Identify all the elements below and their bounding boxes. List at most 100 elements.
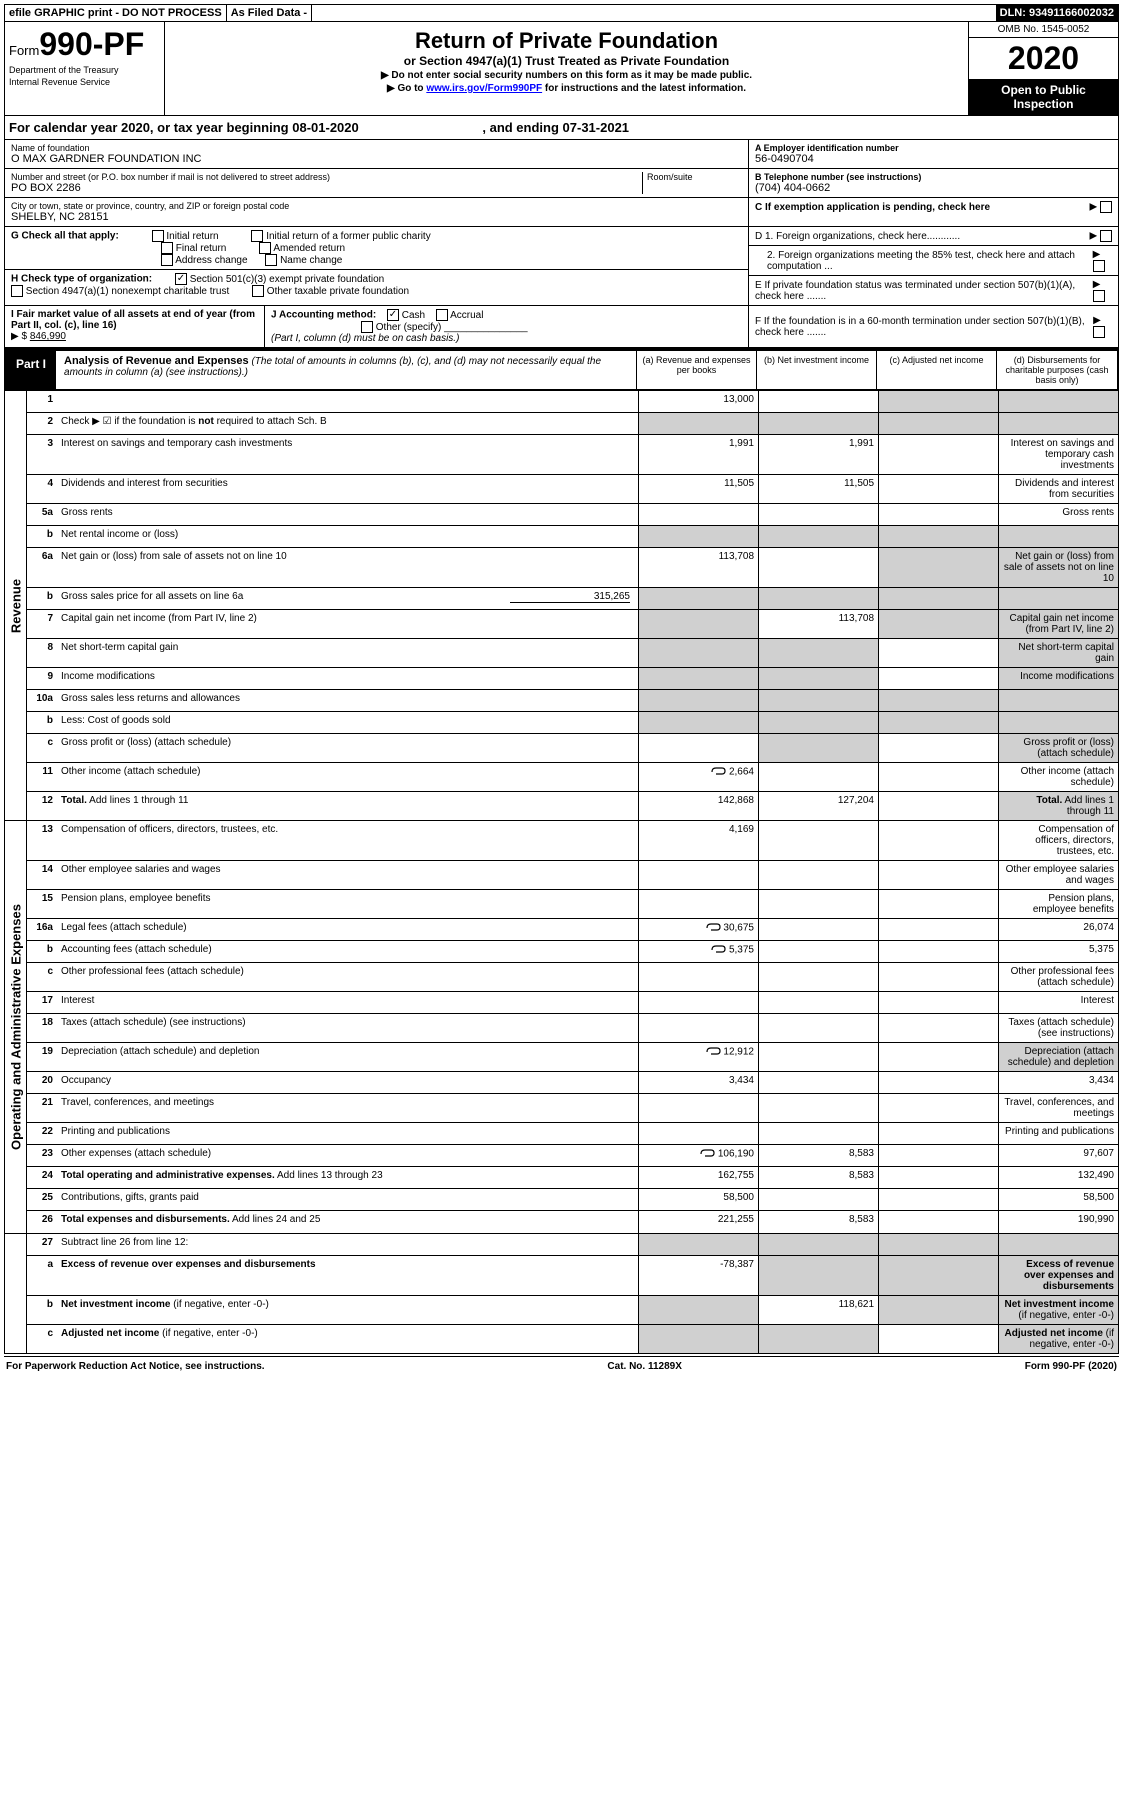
phone-value: (704) 404-0662 [755, 182, 1112, 194]
cell-d: Travel, conferences, and meetings [998, 1094, 1118, 1122]
cell-b [758, 668, 878, 689]
line-desc: Gross sales less returns and allowances [57, 690, 638, 711]
line-desc: Printing and publications [57, 1123, 638, 1144]
attachment-icon[interactable] [710, 766, 726, 778]
f-checkbox[interactable] [1093, 326, 1105, 338]
table-row: aExcess of revenue over expenses and dis… [27, 1256, 1118, 1296]
cell-b [758, 1043, 878, 1071]
foundation-name: O MAX GARDNER FOUNDATION INC [11, 153, 742, 165]
cell-d: Gross profit or (loss) (attach schedule) [998, 734, 1118, 762]
cell-c [878, 890, 998, 918]
attachment-icon[interactable] [705, 1046, 721, 1058]
cell-b: 11,505 [758, 475, 878, 503]
ssn-warning: Do not enter social security numbers on … [171, 70, 962, 81]
i-block: I Fair market value of all assets at end… [5, 306, 265, 347]
line-num: 23 [27, 1145, 57, 1166]
table-row: 8Net short-term capital gainNet short-te… [27, 639, 1118, 668]
irs-label: Internal Revenue Service [9, 77, 160, 87]
j-other-checkbox[interactable] [361, 321, 373, 333]
table-row: 6aNet gain or (loss) from sale of assets… [27, 548, 1118, 588]
dept-treasury: Department of the Treasury [9, 65, 160, 75]
cell-a [638, 1325, 758, 1353]
g-amended-checkbox[interactable] [259, 242, 271, 254]
e-checkbox[interactable] [1093, 290, 1105, 302]
line-num: 24 [27, 1167, 57, 1188]
cell-b: 127,204 [758, 792, 878, 820]
cell-d: Income modifications [998, 668, 1118, 689]
i-j-f-block: I Fair market value of all assets at end… [4, 306, 1119, 348]
cell-a: 12,912 [638, 1043, 758, 1071]
attachment-icon[interactable] [710, 944, 726, 956]
cell-b [758, 1325, 878, 1353]
irs-link[interactable]: www.irs.gov/Form990PF [426, 83, 542, 94]
cell-a: 221,255 [638, 1211, 758, 1233]
part1-label: Part I [6, 351, 56, 389]
cell-b [758, 1014, 878, 1042]
attachment-icon[interactable] [705, 922, 721, 934]
cell-a: 3,434 [638, 1072, 758, 1093]
line-num: 17 [27, 992, 57, 1013]
cell-d: Interest on savings and temporary cash i… [998, 435, 1118, 474]
cell-c [878, 548, 998, 587]
d2-checkbox[interactable] [1093, 260, 1105, 272]
cell-c [878, 639, 998, 667]
g-o4: Amended return [273, 243, 345, 254]
d1-checkbox[interactable] [1100, 230, 1112, 242]
line-num: 13 [27, 821, 57, 860]
efile-notice: efile GRAPHIC print - DO NOT PROCESS [5, 5, 227, 21]
g-former-checkbox[interactable] [251, 230, 263, 242]
j-cash-checkbox[interactable]: ✓ [387, 309, 399, 321]
line-num: 18 [27, 1014, 57, 1042]
cell-c [878, 919, 998, 940]
cell-c [878, 1189, 998, 1210]
omb-number: OMB No. 1545-0052 [969, 22, 1118, 38]
foundation-info: Name of foundation O MAX GARDNER FOUNDAT… [4, 140, 1119, 227]
g-addr-checkbox[interactable] [161, 254, 173, 266]
j-other: Other (specify) [376, 322, 442, 333]
j-accrual-checkbox[interactable] [436, 309, 448, 321]
attachment-icon[interactable] [699, 1148, 715, 1160]
g-initial-checkbox[interactable] [152, 230, 164, 242]
cell-a [638, 639, 758, 667]
h-501c3-checkbox[interactable]: ✓ [175, 273, 187, 285]
cell-d: Other employee salaries and wages [998, 861, 1118, 889]
cal-mid: , and ending [482, 120, 562, 135]
g-final-checkbox[interactable] [161, 242, 173, 254]
g-name-checkbox[interactable] [265, 254, 277, 266]
d1-row: D 1. Foreign organizations, check here..… [749, 227, 1118, 246]
h-other-checkbox[interactable] [252, 285, 264, 297]
cell-c [878, 1325, 998, 1353]
h-4947-checkbox[interactable] [11, 285, 23, 297]
table-row: 2Check ▶ ☑ if the foundation is not requ… [27, 413, 1118, 435]
g-h-left: G Check all that apply: Initial return I… [5, 227, 748, 305]
line-desc: Other professional fees (attach schedule… [57, 963, 638, 991]
line-desc: Dividends and interest from securities [57, 475, 638, 503]
expenses-side-label: Operating and Administrative Expenses [5, 821, 27, 1233]
cell-b [758, 639, 878, 667]
cell-d: 58,500 [998, 1189, 1118, 1210]
line-desc: Less: Cost of goods sold [57, 712, 638, 733]
cell-c [878, 1014, 998, 1042]
table-row: 20Occupancy3,4343,434 [27, 1072, 1118, 1094]
line-num: 1 [27, 391, 57, 412]
c-checkbox[interactable] [1100, 201, 1112, 213]
j-accrual: Accrual [450, 310, 483, 321]
i-label: I Fair market value of all assets at end… [11, 309, 255, 331]
j-label: J Accounting method: [271, 310, 376, 321]
line-num: b [27, 1296, 57, 1324]
form-number: Form990-PF [9, 26, 160, 63]
line-desc: Net gain or (loss) from sale of assets n… [57, 548, 638, 587]
cell-c [878, 610, 998, 638]
bottom-rows: 27Subtract line 26 from line 12:aExcess … [27, 1234, 1118, 1353]
foundation-address: PO BOX 2286 [11, 182, 642, 194]
line-desc: Net rental income or (loss) [57, 526, 638, 547]
page-footer: For Paperwork Reduction Act Notice, see … [4, 1356, 1119, 1376]
c-label: C If exemption application is pending, c… [755, 202, 990, 213]
line-num: 10a [27, 690, 57, 711]
cell-a: 13,000 [638, 391, 758, 412]
table-row: 26Total expenses and disbursements. Add … [27, 1211, 1118, 1233]
cell-d: Pension plans, employee benefits [998, 890, 1118, 918]
room-label: Room/suite [647, 172, 742, 182]
cell-b [758, 1072, 878, 1093]
cell-b [758, 941, 878, 962]
